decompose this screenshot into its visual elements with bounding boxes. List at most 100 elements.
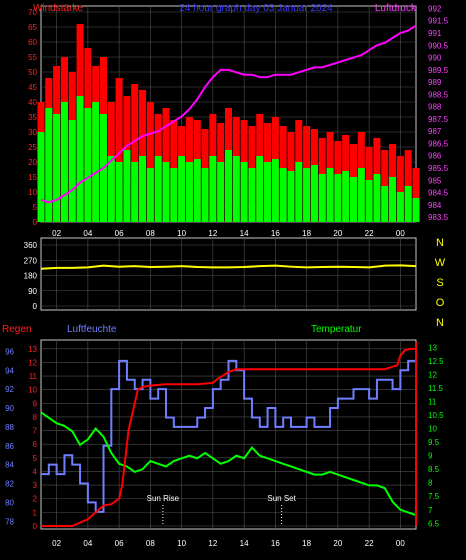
temperature-tick-label: 9.5 [428,438,440,447]
humidity-tick-label: 82 [5,480,14,489]
temperature-tick-label: 12.5 [428,357,444,366]
wind-avg-bar [287,171,295,222]
wind-avg-bar [154,156,162,222]
wind-avg-bar [224,150,233,222]
pressure-tick-label: 991 [428,29,442,38]
humidity-tick-label: 80 [5,498,14,507]
rain-axis-title: Regen [2,324,31,335]
x-tick-label: 08 [146,539,155,548]
panel3-tick-labels: 012345678910111213788082848688909294966.… [5,343,444,548]
direction-tick-label: 180 [24,272,38,281]
wind-tick-label: 25 [28,143,37,152]
wind-avg-bar [318,174,326,222]
x-tick-label: 16 [271,229,280,238]
compass-label: W [435,257,446,269]
humidity-tick-label: 92 [5,385,14,394]
x-tick-label: 14 [240,229,249,238]
wind-avg-bar [217,162,225,222]
temperature-tick-label: 7.5 [428,492,440,501]
x-tick-label: 14 [240,539,249,548]
humidity-line [41,359,416,513]
panel2-series [40,264,417,270]
pressure-tick-label: 988 [428,103,442,112]
rain-tick-label: 2 [33,495,38,504]
wind-tick-label: 65 [28,23,37,32]
wind-tick-label: 40 [28,98,37,107]
x-tick-label: 10 [177,539,186,548]
temperature-tick-label: 11 [428,398,437,407]
wind-avg-bar [123,150,131,222]
pressure-tick-label: 989 [428,78,442,87]
wind-tick-label: 0 [33,218,38,227]
rain-tick-label: 5 [33,454,38,463]
wind-avg-bar [115,162,123,222]
temperature-line [40,411,417,517]
wind-avg-bar [131,162,139,222]
x-tick-label: 02 [52,229,61,238]
x-tick-label: 12 [208,229,217,238]
pressure-tick-label: 989.5 [428,66,449,75]
wind-avg-bar [396,192,404,222]
panel3-series [40,342,417,527]
wind-tick-label: 45 [28,83,37,92]
rain-tick-label: 11 [29,372,38,381]
rain-tick-label: 8 [33,413,38,422]
sun-event-label: Sun Set [267,494,296,503]
x-tick-label: 02 [52,539,61,548]
pressure-tick-label: 985.5 [428,164,449,173]
humidity-tick-label: 88 [5,423,14,432]
rain-tick-label: 12 [28,358,37,367]
wind-direction-line [40,264,417,270]
x-tick-label: 00 [396,229,405,238]
wind-max-bar [131,84,139,222]
temperature-tick-label: 8.5 [428,465,440,474]
panel3-grid [41,340,416,529]
pressure-tick-label: 991.5 [428,17,449,26]
rain-tick-label: 13 [28,345,37,354]
pressure-tick-label: 985 [428,176,442,185]
x-tick-label: 08 [146,229,155,238]
wind-tick-label: 10 [28,188,37,197]
wind-avg-bar [271,159,279,222]
temperature-tick-label: 11.5 [428,384,444,393]
direction-tick-label: 0 [33,302,38,311]
temperature-tick-label: 10 [428,425,437,434]
panel2-frame [40,237,417,311]
wind-avg-bar [373,174,381,222]
wind-avg-bar [209,156,217,222]
humidity-tick-label: 90 [5,404,14,413]
wind-avg-bar [389,177,397,222]
wind-avg-bar [146,168,154,222]
wind-avg-bar [232,156,240,222]
humidity-tick-label: 84 [5,461,14,470]
direction-tick-label: 90 [28,287,37,296]
humidity-tick-label: 94 [5,366,14,375]
wind-avg-bar [240,162,248,222]
humidity-axis-title: Luftfeuchte [67,324,117,335]
pressure-tick-label: 983.5 [428,213,449,222]
wind-avg-bar [303,168,311,222]
pressure-tick-label: 990 [428,54,442,63]
wind-tick-label: 55 [28,53,37,62]
rain-line [41,347,416,527]
wind-tick-label: 20 [28,158,37,167]
direction-tick-label: 270 [24,256,38,265]
x-tick-label: 20 [333,229,342,238]
humidity-tick-label: 78 [5,517,14,526]
chart-title: 24 hour graph day 03 Januar 2024 [179,3,333,14]
wind-avg-bar [170,168,178,222]
rain-tick-label: 9 [33,399,38,408]
wind-avg-bar [256,156,264,222]
rain-tick-label: 3 [33,481,38,490]
wind-avg-bar [365,180,373,222]
rain-tick-label: 1 [33,508,38,517]
wind-avg-bar [139,156,147,222]
compass-label: N [436,237,444,249]
wind-tick-label: 30 [28,128,37,137]
temperature-tick-label: 6.5 [428,519,440,528]
humidity-tick-label: 86 [5,442,14,451]
wind-max-bar [396,156,404,222]
wind-avg-bar [264,162,272,222]
rain-tick-label: 4 [33,467,38,476]
rain-tick-label: 10 [28,386,37,395]
